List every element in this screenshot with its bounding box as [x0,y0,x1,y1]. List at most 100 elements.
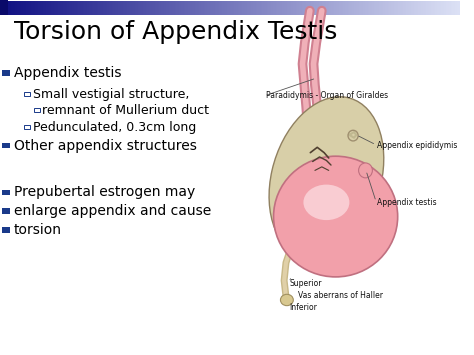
Bar [54,1,55,15]
Bar [365,1,367,15]
Bar [187,1,189,15]
Ellipse shape [273,156,398,277]
Bar [49,1,51,15]
Bar [288,1,290,15]
Bar [290,1,292,15]
Bar [434,1,436,15]
Bar [248,1,250,15]
Bar [294,1,296,15]
Bar [349,1,351,15]
Bar [412,1,414,15]
Bar [198,1,200,15]
Bar [146,1,147,15]
Bar [456,1,459,15]
Bar [216,1,218,15]
Bar [299,1,301,15]
Bar [301,1,302,15]
Bar [400,1,402,15]
Text: enlarge appendix and cause: enlarge appendix and cause [14,204,211,218]
Bar [282,1,284,15]
Bar [40,1,42,15]
Bar [61,1,64,15]
Bar [359,1,361,15]
Bar [357,1,359,15]
Bar [1,1,3,15]
Bar [303,1,305,15]
Bar [261,1,263,15]
Bar [103,1,105,15]
Bar [443,1,445,15]
Bar [181,1,183,15]
Bar [34,108,39,112]
Bar [233,1,235,15]
Bar [336,1,337,15]
Bar [163,1,164,15]
Bar [311,1,313,15]
Bar [334,1,336,15]
Bar [368,1,370,15]
Bar [97,1,99,15]
Bar [277,1,279,15]
Bar [264,1,265,15]
Bar [360,1,362,15]
Bar [425,1,427,15]
Bar [164,1,166,15]
Bar [343,1,345,15]
Bar [58,1,60,15]
Bar [41,1,43,15]
Bar [415,1,417,15]
Bar [31,1,33,15]
Bar [380,1,382,15]
Bar [184,1,186,15]
Bar [211,1,213,15]
Bar [185,1,187,15]
Bar [323,1,325,15]
Bar [408,1,410,15]
Bar [77,1,79,15]
Bar [24,92,30,96]
Bar [2,208,9,214]
Bar [0,1,2,15]
Bar [366,1,368,15]
Text: Inferior: Inferior [290,303,318,312]
Bar [447,1,449,15]
Bar [202,1,204,15]
Bar [205,1,207,15]
Bar [389,1,391,15]
Bar [26,1,28,15]
Bar [283,1,285,15]
Bar [158,1,160,15]
Bar [2,227,9,233]
Bar [374,1,376,15]
Bar [421,1,423,15]
Bar [222,1,224,15]
Bar [207,1,209,15]
Bar [265,1,267,15]
Bar [305,1,307,15]
Text: torsion: torsion [14,223,62,237]
Bar [20,1,22,15]
Bar [209,1,210,15]
Text: Vas aberrans of Haller: Vas aberrans of Haller [298,291,383,300]
Bar [132,1,134,15]
Bar [175,1,177,15]
Bar [106,1,108,15]
Bar [55,1,57,15]
Ellipse shape [269,97,384,258]
Bar [449,1,451,15]
Bar [308,1,310,15]
Bar [78,1,80,15]
Bar [2,190,9,195]
Bar [73,1,75,15]
Text: Torsion of Appendix Testis: Torsion of Appendix Testis [14,20,337,44]
Bar [279,1,281,15]
Bar [63,1,65,15]
Bar [178,1,180,15]
Bar [228,1,230,15]
Bar [371,1,373,15]
Bar [191,1,193,15]
Bar [104,1,106,15]
Bar [25,1,27,15]
Bar [420,1,422,15]
Text: Appendix testis: Appendix testis [14,66,121,80]
